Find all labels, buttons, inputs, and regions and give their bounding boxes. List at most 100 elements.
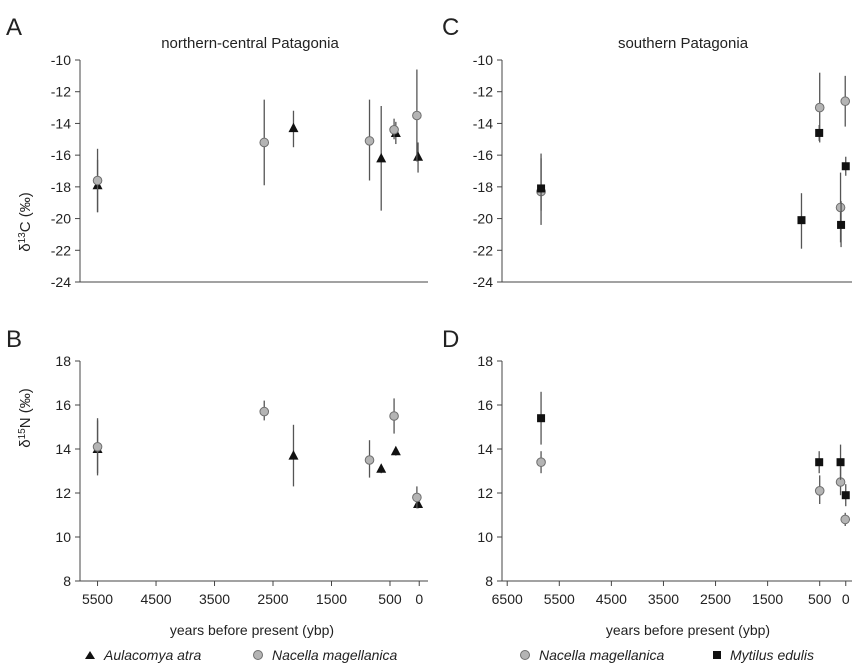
x-tick-label: 1500 (752, 591, 783, 607)
data-point-circle (364, 136, 375, 146)
y-tick-label: -12 (473, 84, 493, 100)
data-point-square (841, 162, 850, 171)
x-tick-label: 500 (808, 591, 832, 607)
data-point-triangle (288, 122, 299, 133)
xlabel-left: years before present (ybp) (170, 622, 334, 638)
legend-left: Aulacomya atra Nacella magellanica (85, 647, 398, 663)
data-point-circle (814, 102, 825, 113)
x-tick-label: 3500 (199, 591, 230, 607)
data-point-circle (364, 455, 375, 465)
data-point-square (815, 458, 824, 467)
panel-a-title: northern-central Patagonia (161, 35, 339, 52)
data-point-triangle (376, 152, 387, 163)
plot-area: -10 -12 -14 -16 -18 -20 -22 -24 18 16 14 12 10 8 5500 4… (51, 52, 852, 607)
series-aulacomya-atra (92, 105, 424, 213)
panel-a: -10 -12 -14 -16 -18 -20 -22 -24 (51, 52, 428, 290)
x-tick-label: 5500 (544, 591, 575, 607)
y-tick-label: -16 (473, 147, 493, 163)
y-tick-label: -10 (473, 52, 493, 68)
x-tick-label: 1500 (316, 591, 347, 607)
data-point-triangle (288, 450, 299, 460)
y-tick-label: 18 (477, 353, 493, 369)
data-point-circle (840, 96, 851, 107)
data-point-circle (259, 137, 270, 148)
data-point-circle (840, 514, 851, 525)
y-tick-label: 16 (477, 397, 493, 413)
data-point-circle (259, 406, 270, 417)
x-tick-label: 0 (415, 591, 423, 607)
y-tick-label: 16 (55, 397, 71, 413)
data-point-triangle (413, 498, 424, 508)
y-tick-label: -22 (473, 242, 493, 258)
legend-label-nacella-left: Nacella magellanica (272, 647, 398, 663)
x-tick-label: 2500 (700, 591, 731, 607)
y-tick-label: 10 (55, 529, 71, 545)
legend-circle-marker (520, 650, 530, 660)
legend-label-nacella-right: Nacella magellanica (539, 647, 665, 663)
data-point-circle (536, 457, 546, 468)
panel-letter-b: B (6, 326, 22, 353)
data-point-circle (389, 124, 399, 135)
data-point-square (836, 458, 845, 467)
panel-d: 18 16 14 12 10 8 6500 5500 4500 3500 2500 1500 500 0 (477, 353, 852, 607)
series-nacella-magellanica (536, 451, 851, 526)
panel-b-ylabel: δ15N (‰) (17, 388, 34, 447)
x-tick-label: 3500 (648, 591, 679, 607)
y-tick-label: 8 (485, 573, 493, 589)
panel-b: 18 16 14 12 10 8 5500 4500 3500 2500 1500 500 0 (55, 353, 428, 607)
panel-c-title: southern Patagonia (618, 35, 749, 52)
data-point-circle (92, 175, 103, 186)
y-tick-label: -14 (473, 115, 493, 131)
data-point-square (837, 220, 846, 229)
panel-c: -10 -12 -14 -16 -18 -20 -22 -24 (473, 52, 852, 290)
y-tick-label: 14 (55, 441, 71, 457)
y-tick-label: -18 (51, 179, 71, 195)
x-tick-label: 2500 (257, 591, 288, 607)
data-point-triangle (376, 463, 387, 473)
x-tick-label: 5500 (82, 591, 113, 607)
x-tick-label: 4500 (596, 591, 627, 607)
legend-circle-marker (253, 650, 263, 660)
data-point-square (815, 128, 824, 137)
y-tick-label: 12 (55, 485, 71, 501)
y-tick-label: -24 (473, 274, 493, 290)
y-tick-label: 18 (55, 353, 71, 369)
series-mytilus-edulis (537, 125, 850, 249)
panel-a-ylabel: δ13C (‰) (17, 192, 34, 251)
y-tick-label: -14 (51, 115, 71, 131)
legend-triangle-marker (85, 651, 95, 659)
y-tick-label: 10 (477, 529, 493, 545)
data-point-circle (92, 442, 103, 452)
data-point-circle (389, 411, 399, 421)
y-tick-label: 14 (477, 441, 493, 457)
xlabel-right: years before present (ybp) (606, 622, 770, 638)
series-nacella-magellanica (92, 69, 422, 213)
data-point-circle (814, 486, 825, 496)
series-mytilus-edulis (537, 391, 850, 507)
x-tick-label: 4500 (140, 591, 171, 607)
data-point-square (841, 491, 850, 500)
y-tick-label: 12 (477, 485, 493, 501)
data-point-square (537, 184, 546, 193)
x-tick-label: 6500 (492, 591, 523, 607)
legend-square-marker (713, 651, 721, 659)
y-tick-label: -16 (51, 147, 71, 163)
data-point-circle (412, 110, 422, 121)
y-tick-label: -20 (473, 211, 493, 227)
series-aulacomya-atra (92, 418, 424, 509)
x-tick-label: 500 (378, 591, 402, 607)
legend-label-aulacomya: Aulacomya atra (103, 647, 201, 663)
series-nacella-magellanica (92, 398, 422, 509)
y-tick-label: 8 (63, 573, 71, 589)
data-point-circle (412, 492, 422, 503)
y-tick-label: -20 (51, 211, 71, 227)
y-tick-label: -22 (51, 242, 71, 258)
data-point-triangle (413, 151, 424, 161)
y-tick-label: -18 (473, 179, 493, 195)
panel-letter-a: A (6, 14, 22, 41)
legend-right: Nacella magellanica Mytilus edulis (520, 647, 814, 663)
x-tick-label: 0 (842, 591, 850, 607)
data-point-square (537, 414, 546, 423)
y-tick-label: -12 (51, 84, 71, 100)
